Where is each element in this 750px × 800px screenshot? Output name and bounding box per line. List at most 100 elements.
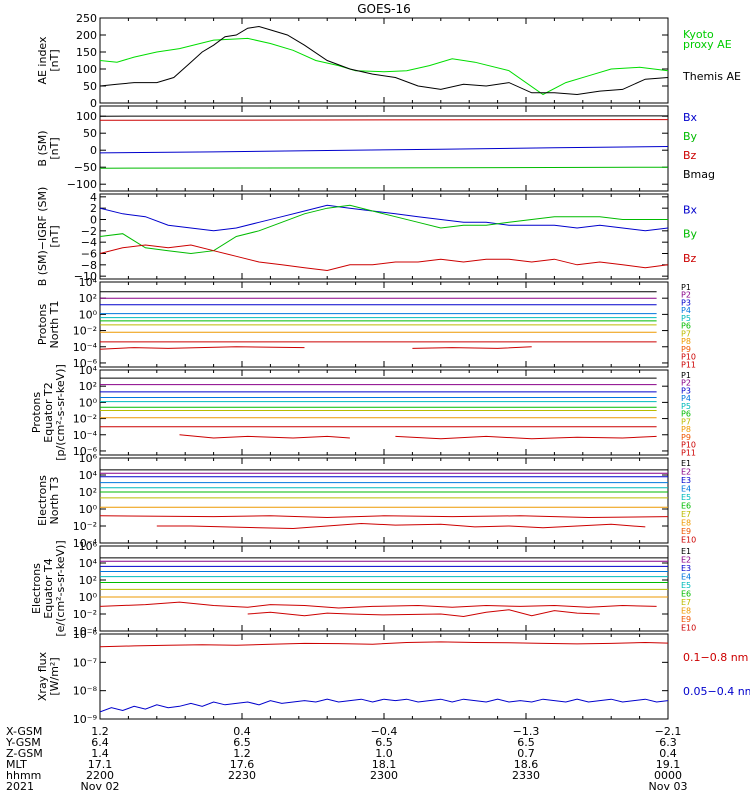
- ephemeris-value: 1.0: [375, 747, 393, 760]
- legend-label: P2: [681, 291, 691, 300]
- ephemeris-row-label: Z-GSM: [6, 747, 43, 760]
- legend-label: P4: [681, 394, 691, 403]
- series-line-e10: [156, 522, 646, 530]
- y-tick-label: 2: [90, 202, 97, 215]
- ephemeris-value: 19.1: [656, 758, 681, 771]
- legend-label: P6: [681, 322, 691, 331]
- y-tick-label: 250: [76, 12, 97, 25]
- y-tick-label: 10⁻⁹: [73, 713, 97, 726]
- y-axis-label: Electrons: [30, 563, 43, 614]
- y-tick-label: −2: [81, 225, 97, 238]
- y-axis-label: [p/(cm²-s-sr-keV)]: [54, 364, 67, 461]
- ephemeris-value: 6.5: [233, 736, 251, 749]
- y-tick-label: 10⁶: [79, 540, 98, 553]
- legend-label: E3: [681, 564, 691, 573]
- ephemeris-value: 0000: [654, 769, 682, 782]
- ephemeris-value: −1.3: [513, 725, 540, 738]
- legend-label: P10: [681, 441, 696, 450]
- y-axis-label: Protons: [36, 304, 49, 345]
- y-tick-label: 10⁶: [79, 452, 98, 465]
- panel-frame: [99, 545, 669, 632]
- ephemeris-value: −0.4: [371, 725, 398, 738]
- legend-label: E9: [681, 527, 691, 536]
- y-tick-label: 0: [90, 144, 97, 157]
- series-line-bx: [100, 204, 668, 232]
- y-tick-label: 0: [90, 214, 97, 227]
- legend-label: P4: [681, 306, 691, 315]
- panel-4: 10⁻⁶ 10⁻⁴ 10⁻² 10⁰ 10² 10⁴ Protons North T1 P1P2…: [36, 276, 696, 370]
- y-tick-label: 50: [83, 127, 97, 140]
- y-tick-label: 10⁰: [79, 503, 98, 516]
- y-axis-label: B (SM)−IGRF (SM): [36, 187, 49, 287]
- series-line-0-05-0-4-nm: [100, 698, 668, 713]
- y-tick-label: 10⁻⁶: [73, 357, 98, 370]
- panel-2: −100 −50 0 50 100 B (SM) [nT] Bx By Bz Bmag: [36, 105, 715, 192]
- y-tick-label: 50: [83, 80, 97, 93]
- panel-frame: [99, 369, 669, 456]
- ephemeris-value: 6.3: [659, 736, 677, 749]
- legend-label: E10: [681, 624, 696, 633]
- y-tick-label: 10⁴: [79, 276, 98, 289]
- legend-label: E3: [681, 476, 691, 485]
- y-tick-label: 10⁰: [79, 396, 98, 409]
- ephemeris-value: 6.4: [91, 736, 109, 749]
- y-tick-label: 100: [76, 110, 97, 123]
- y-tick-label: 10⁻²: [73, 608, 97, 621]
- legend-label: By: [683, 228, 698, 241]
- legend-label: P3: [681, 298, 691, 307]
- panel-5: 10⁻⁶ 10⁻⁴ 10⁻² 10⁰ 10² 10⁴ Protons Equator T2 [p…: [30, 364, 696, 461]
- y-tick-label: 10⁻⁸: [73, 685, 98, 698]
- ephemeris-value: 2230: [228, 769, 256, 782]
- ephemeris-value: 2200: [86, 769, 114, 782]
- y-axis-label: [nT]: [48, 225, 61, 247]
- series-line-by: [100, 166, 668, 169]
- y-tick-label: 10⁻⁶: [73, 445, 98, 458]
- series-line-themis-ae: [100, 25, 668, 96]
- y-axis-label: Equator T4: [42, 558, 55, 618]
- y-tick-label: −100: [67, 178, 97, 191]
- legend-label: P9: [681, 345, 691, 354]
- series-line-bx: [100, 146, 668, 154]
- legend-label: E7: [681, 510, 691, 519]
- legend-label: E8: [681, 519, 691, 528]
- y-tick-label: 10⁴: [79, 469, 98, 482]
- y-tick-label: 10²: [79, 486, 97, 499]
- y-tick-label: 10⁴: [79, 557, 98, 570]
- y-tick-label: 10⁻⁴: [73, 341, 98, 354]
- series-line-e9: [100, 601, 657, 609]
- ephemeris-value: Nov 02: [81, 780, 120, 793]
- panel-frame: [99, 193, 669, 280]
- panel-8: 10⁻⁹ 10⁻⁸ 10⁻⁷ 10⁻⁶ Xray flux [W/m²] 0.1−0.8 n…: [36, 628, 750, 726]
- legend-label: Bx: [683, 203, 698, 216]
- legend-label: P2: [681, 379, 691, 388]
- y-axis-label: [W/m²]: [48, 657, 61, 695]
- series-line-bz: [100, 119, 668, 121]
- series-line-kyoto-proxy-ae: [100, 37, 668, 96]
- y-tick-label: 10²: [79, 574, 97, 587]
- y-axis-label: Protons: [30, 392, 43, 433]
- legend-label: P10: [681, 353, 696, 362]
- y-axis-label: North T1: [48, 301, 61, 349]
- legend-label: E5: [681, 493, 691, 502]
- series-line-e9: [100, 515, 668, 519]
- legend-label: E5: [681, 581, 691, 590]
- legend-label: By: [683, 130, 698, 143]
- series-line-p11: [412, 346, 532, 349]
- panel-frame: [99, 105, 669, 192]
- time-axis-table: X-GSM 1.2 0.4 −0.4 −1.3 −2.1 Y-GSM 6.4 6.5 6.5 6.5…: [5, 725, 687, 793]
- series-line-0-1-0-8-nm: [100, 641, 668, 648]
- ephemeris-value: Nov 03: [649, 780, 688, 793]
- y-tick-label: 10⁻²: [73, 413, 97, 426]
- series-line-p10: [179, 434, 350, 439]
- legend-label: E2: [681, 556, 691, 565]
- y-tick-label: −6: [81, 248, 97, 261]
- legend-label: E6: [681, 502, 691, 511]
- legend-label: Bx: [683, 111, 698, 124]
- y-axis-label: Electrons: [36, 475, 49, 526]
- ephemeris-value: 1.4: [91, 747, 109, 760]
- series-line-e10: [247, 609, 600, 618]
- legend-label: P9: [681, 433, 691, 442]
